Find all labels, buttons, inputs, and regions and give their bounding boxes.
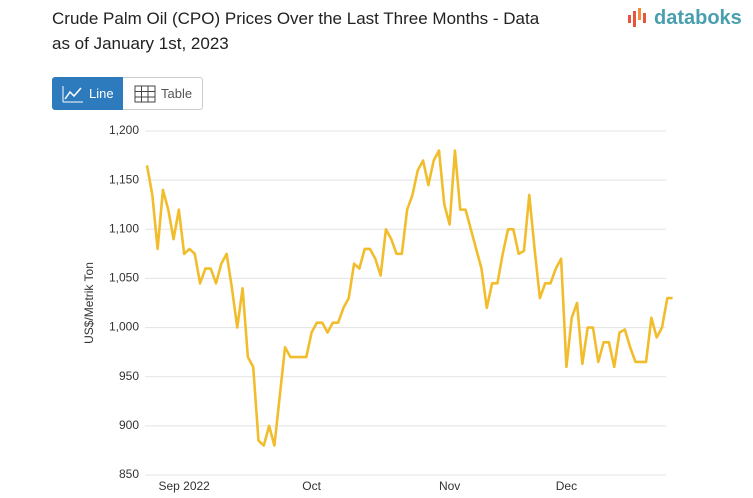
x-tick-label: Dec: [556, 479, 577, 493]
table-button[interactable]: Table: [123, 77, 203, 110]
line-button[interactable]: Line: [52, 77, 123, 110]
y-tick-label: 1,200: [109, 123, 139, 137]
x-tick-label: Oct: [302, 479, 321, 493]
y-tick-label: 950: [119, 369, 139, 383]
x-tick-label: Sep 2022: [158, 479, 210, 493]
y-axis-label: US$/Metrik Ton: [82, 262, 96, 344]
table-icon: [134, 85, 156, 102]
chart-title: Crude Palm Oil (CPO) Prices Over the Las…: [52, 9, 540, 53]
y-tick-label: 900: [119, 418, 139, 432]
line-button-label: Line: [89, 86, 114, 101]
logo-text: databoks: [654, 6, 742, 29]
y-tick-label: 1,050: [109, 271, 139, 285]
y-tick-label: 1,150: [109, 172, 139, 186]
y-tick-label: 850: [119, 467, 139, 481]
y-tick-label: 1,100: [109, 221, 139, 235]
table-button-label: Table: [161, 86, 193, 101]
y-tick-label: 1,000: [109, 320, 139, 334]
price-line: [145, 149, 673, 447]
logo-icon: [628, 8, 646, 27]
line-icon: [62, 85, 83, 102]
x-tick-label: Nov: [439, 479, 460, 493]
logo[interactable]: databoks: [628, 4, 742, 32]
